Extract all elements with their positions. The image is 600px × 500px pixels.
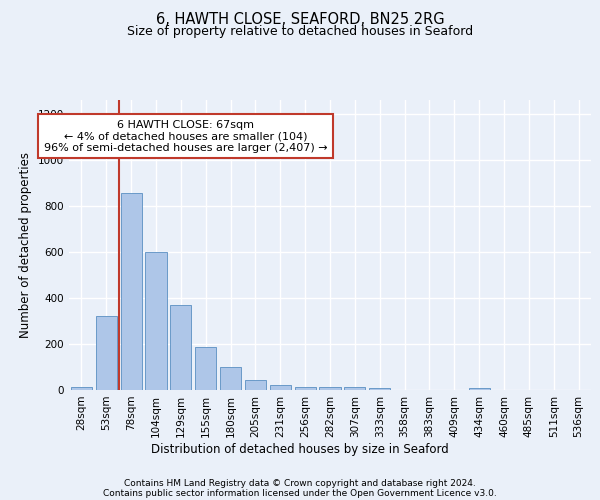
Bar — [295, 386, 316, 390]
Text: Distribution of detached houses by size in Seaford: Distribution of detached houses by size … — [151, 442, 449, 456]
Bar — [96, 316, 117, 390]
Text: Contains HM Land Registry data © Crown copyright and database right 2024.: Contains HM Land Registry data © Crown c… — [124, 479, 476, 488]
Bar — [344, 386, 365, 390]
Text: Size of property relative to detached houses in Seaford: Size of property relative to detached ho… — [127, 25, 473, 38]
Text: 6, HAWTH CLOSE, SEAFORD, BN25 2RG: 6, HAWTH CLOSE, SEAFORD, BN25 2RG — [155, 12, 445, 28]
Bar — [195, 348, 216, 390]
Text: Contains public sector information licensed under the Open Government Licence v3: Contains public sector information licen… — [103, 489, 497, 498]
Bar — [270, 386, 291, 390]
Bar — [170, 305, 191, 390]
Bar — [71, 386, 92, 390]
Bar — [145, 252, 167, 390]
Bar — [319, 386, 341, 390]
Bar — [469, 388, 490, 390]
Text: 6 HAWTH CLOSE: 67sqm
← 4% of detached houses are smaller (104)
96% of semi-detac: 6 HAWTH CLOSE: 67sqm ← 4% of detached ho… — [44, 120, 328, 153]
Y-axis label: Number of detached properties: Number of detached properties — [19, 152, 32, 338]
Bar — [121, 193, 142, 390]
Bar — [369, 388, 390, 390]
Bar — [245, 380, 266, 390]
Bar — [220, 367, 241, 390]
